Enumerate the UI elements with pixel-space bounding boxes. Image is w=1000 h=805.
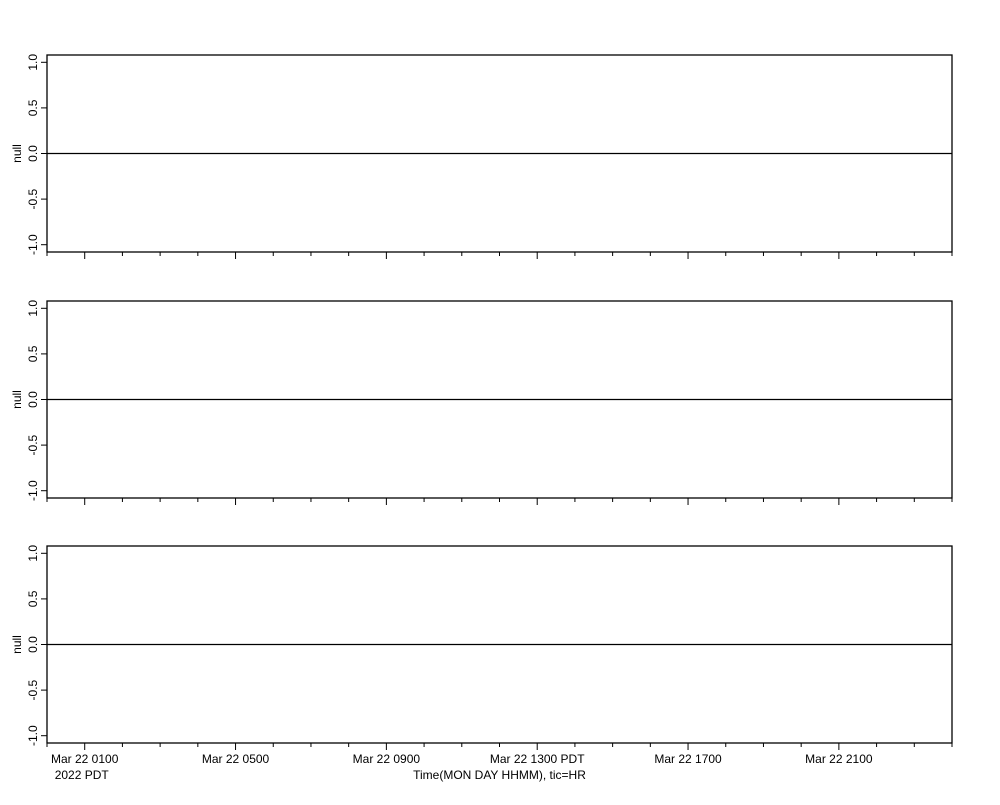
x-tick-label: Mar 22 1700 [654,752,722,766]
y-tick-label: 0.5 [26,99,40,116]
y-tick-label: -1.0 [26,480,40,501]
y-tick-label: 0.5 [26,590,40,607]
y-axis-label: null [10,144,24,163]
y-tick-label: -0.5 [26,679,40,700]
x-tick-label: Mar 22 0500 [202,752,270,766]
y-tick-label: 1.0 [26,54,40,71]
y-tick-label: -0.5 [26,188,40,209]
x-tick-label: Mar 22 2100 [805,752,873,766]
y-axis-label: null [10,635,24,654]
x-axis-label: Time(MON DAY HHMM), tic=HR [413,768,586,782]
y-tick-label: -0.5 [26,434,40,455]
x-tick-sublabel: 2022 PDT [55,768,110,782]
y-tick-label: 0.0 [26,391,40,408]
x-tick-label: Mar 22 0900 [353,752,421,766]
y-tick-label: 0.5 [26,345,40,362]
y-axis-label: null [10,390,24,409]
x-tick-label: Mar 22 1300 PDT [490,752,585,766]
y-tick-label: 0.0 [26,145,40,162]
x-tick-label: Mar 22 0100 [51,752,119,766]
y-tick-label: -1.0 [26,725,40,746]
y-tick-label: -1.0 [26,234,40,255]
y-tick-label: 0.0 [26,636,40,653]
y-tick-label: 1.0 [26,300,40,317]
y-tick-label: 1.0 [26,545,40,562]
